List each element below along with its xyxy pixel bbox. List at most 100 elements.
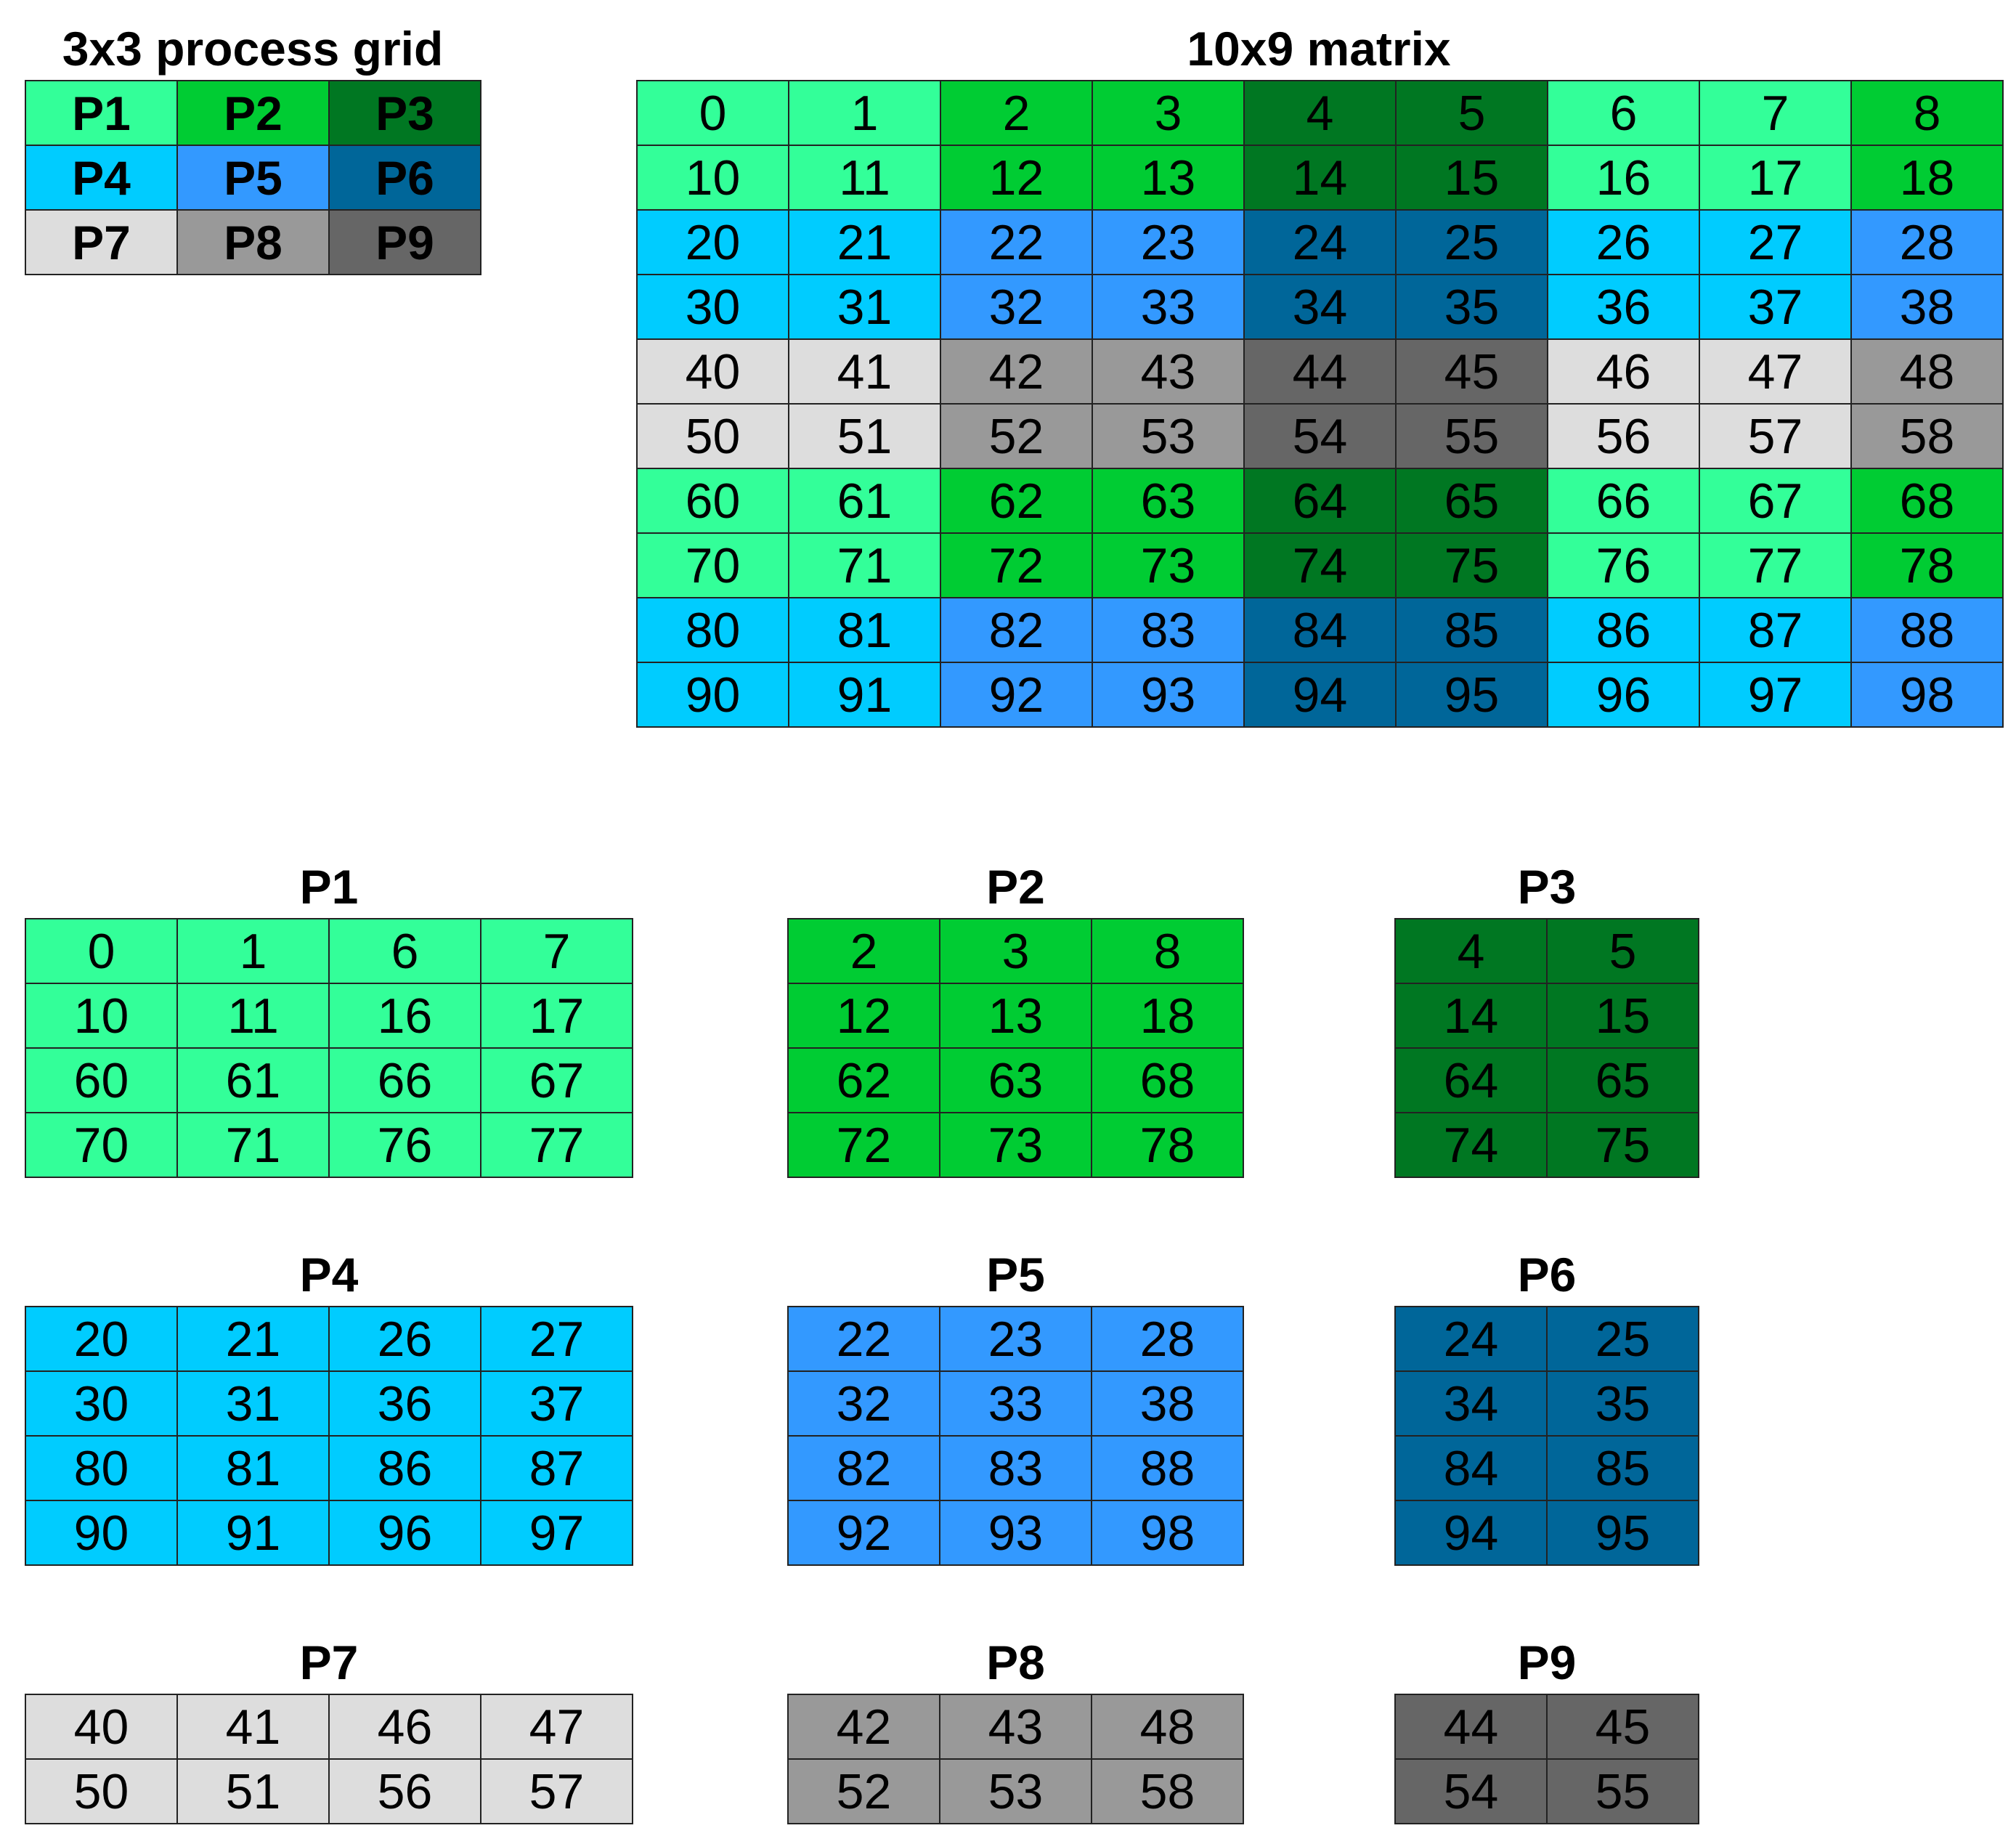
local-cell: 25 (1548, 1307, 1699, 1372)
matrix-cell: 6 (1548, 81, 1700, 146)
local-cell: 57 (481, 1760, 633, 1824)
local-cell: 20 (26, 1307, 178, 1372)
matrix-cell: 34 (1245, 275, 1397, 340)
matrix-cell: 1 (789, 81, 941, 146)
matrix-cell: 54 (1245, 405, 1397, 469)
local-cell: 97 (481, 1501, 633, 1566)
matrix-cell: 51 (789, 405, 941, 469)
local-cell: 98 (1092, 1501, 1244, 1566)
local-cell: 5 (1548, 919, 1699, 984)
local-cell: 31 (178, 1372, 330, 1437)
matrix-cell: 44 (1245, 340, 1397, 405)
local-cell: 63 (940, 1049, 1092, 1113)
local-cell: 34 (1396, 1372, 1548, 1437)
local-cell: 68 (1092, 1049, 1244, 1113)
local-cell: 17 (481, 984, 633, 1049)
local-cell: 8 (1092, 919, 1244, 984)
local-cell: 78 (1092, 1113, 1244, 1178)
matrix-cell: 2 (941, 81, 1093, 146)
matrix-cell: 57 (1700, 405, 1852, 469)
local-cell: 22 (789, 1307, 940, 1372)
process-grid: P1 P2 P3 P4 P5 P6 P7 P8 P9 (25, 80, 481, 275)
matrix-cell: 67 (1700, 469, 1852, 534)
local-cell: 35 (1548, 1372, 1699, 1437)
local-cell: 62 (789, 1049, 940, 1113)
local-cell: 52 (789, 1760, 940, 1824)
matrix-cell: 13 (1093, 146, 1245, 211)
local-cell: 43 (940, 1695, 1092, 1760)
matrix-cell: 65 (1397, 469, 1548, 534)
local-block-grid: 20 21 26 27 30 31 36 37 80 81 86 87 90 91 96 97 (25, 1306, 633, 1566)
local-cell: 1 (178, 919, 330, 984)
matrix-cell: 95 (1397, 663, 1548, 728)
matrix-cell: 14 (1245, 146, 1397, 211)
local-cell: 47 (481, 1695, 633, 1760)
matrix-cell: 37 (1700, 275, 1852, 340)
matrix-cell: 10 (638, 146, 789, 211)
local-cell: 27 (481, 1307, 633, 1372)
matrix-block: 10x9 matrix 0 1 2 3 4 5 6 7 8 10 11 12 13 14 15 16 17 18 2… (636, 22, 2004, 734)
matrix-title: 10x9 matrix (1187, 22, 1451, 76)
local-block-p9: P9 44 45 54 55 (1394, 1636, 1699, 1824)
matrix-cell: 47 (1700, 340, 1852, 405)
local-cell: 82 (789, 1437, 940, 1501)
local-cell: 71 (178, 1113, 330, 1178)
local-cell: 32 (789, 1372, 940, 1437)
local-block-grid: 0 1 6 7 10 11 16 17 60 61 66 67 70 71 76 77 (25, 918, 633, 1178)
matrix-cell: 27 (1700, 211, 1852, 275)
local-cell: 51 (178, 1760, 330, 1824)
matrix-cell: 58 (1852, 405, 2004, 469)
matrix-cell: 90 (638, 663, 789, 728)
local-cell: 61 (178, 1049, 330, 1113)
matrix-cell: 68 (1852, 469, 2004, 534)
matrix-cell: 24 (1245, 211, 1397, 275)
matrix-cell: 15 (1397, 146, 1548, 211)
local-cell: 73 (940, 1113, 1092, 1178)
local-block-title: P7 (299, 1636, 359, 1689)
local-block-p1: P1 0 1 6 7 10 11 16 17 60 61 66 67 70 71 76 77 (25, 860, 633, 1178)
local-block-title: P6 (1517, 1248, 1577, 1301)
matrix-cell: 70 (638, 534, 789, 598)
local-cell: 95 (1548, 1501, 1699, 1566)
matrix-cell: 18 (1852, 146, 2004, 211)
matrix-cell: 42 (941, 340, 1093, 405)
local-cell: 28 (1092, 1307, 1244, 1372)
matrix-cell: 30 (638, 275, 789, 340)
local-cell: 38 (1092, 1372, 1244, 1437)
process-grid-title: 3x3 process grid (62, 22, 444, 76)
local-cell: 7 (481, 919, 633, 984)
local-block-title: P4 (299, 1248, 359, 1301)
local-cell: 10 (26, 984, 178, 1049)
local-cell: 13 (940, 984, 1092, 1049)
local-cell: 77 (481, 1113, 633, 1178)
matrix-cell: 94 (1245, 663, 1397, 728)
matrix-cell: 31 (789, 275, 941, 340)
process-cell: P1 (26, 81, 178, 146)
local-cell: 3 (940, 919, 1092, 984)
local-cell: 14 (1396, 984, 1548, 1049)
local-cell: 81 (178, 1437, 330, 1501)
local-cell: 45 (1548, 1695, 1699, 1760)
matrix-grid: 0 1 2 3 4 5 6 7 8 10 11 12 13 14 15 16 17 18 20 21 22 23 24 25 2… (636, 80, 2004, 728)
matrix-cell: 11 (789, 146, 941, 211)
local-cell: 0 (26, 919, 178, 984)
local-cell: 41 (178, 1695, 330, 1760)
matrix-cell: 50 (638, 405, 789, 469)
local-block-grid: 42 43 48 52 53 58 (787, 1694, 1244, 1824)
local-block-grid: 22 23 28 32 33 38 82 83 88 92 93 98 (787, 1306, 1244, 1566)
matrix-cell: 45 (1397, 340, 1548, 405)
local-block-p6: P6 24 25 34 35 84 85 94 95 (1394, 1248, 1699, 1566)
local-cell: 50 (26, 1760, 178, 1824)
matrix-cell: 52 (941, 405, 1093, 469)
matrix-cell: 66 (1548, 469, 1700, 534)
matrix-cell: 7 (1700, 81, 1852, 146)
local-cell: 30 (26, 1372, 178, 1437)
matrix-cell: 78 (1852, 534, 2004, 598)
local-block-grid: 4 5 14 15 64 65 74 75 (1394, 918, 1699, 1178)
local-cell: 56 (330, 1760, 481, 1824)
local-block-p4: P4 20 21 26 27 30 31 36 37 80 81 86 87 90 91 96 97 (25, 1248, 633, 1566)
local-cell: 94 (1396, 1501, 1548, 1566)
local-block-grid: 2 3 8 12 13 18 62 63 68 72 73 78 (787, 918, 1244, 1178)
matrix-cell: 64 (1245, 469, 1397, 534)
matrix-cell: 43 (1093, 340, 1245, 405)
